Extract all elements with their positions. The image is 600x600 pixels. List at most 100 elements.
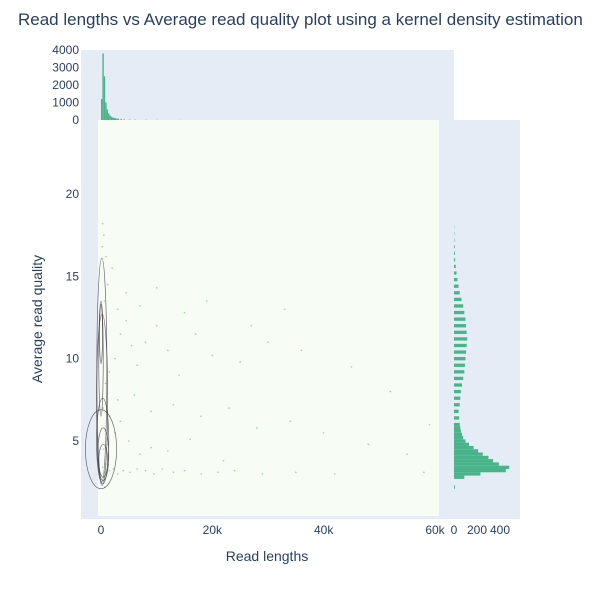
scatter-point — [239, 361, 241, 363]
scatter-point — [322, 431, 325, 434]
scatter-point — [367, 443, 370, 446]
scatter-point — [289, 420, 292, 423]
scatter-point — [183, 311, 186, 314]
right-histogram-bar — [454, 350, 467, 354]
right-histogram-bar — [454, 416, 460, 420]
scatter-point — [228, 407, 230, 409]
right-histogram-bar — [454, 485, 455, 489]
right-histogram-bar — [454, 445, 474, 450]
y-tick-label: 15 — [66, 269, 80, 283]
right-histogram-bar — [454, 468, 506, 473]
right-histogram-bar — [454, 426, 461, 430]
scatter-point — [211, 354, 214, 357]
scatter-point — [101, 466, 104, 469]
scatter-point — [200, 473, 202, 475]
right-histogram-bar — [454, 297, 462, 302]
top-histogram-bar — [123, 119, 125, 120]
right-histogram-bar — [454, 429, 461, 433]
scatter-point — [139, 453, 141, 455]
scatter-point — [136, 468, 138, 470]
scatter-point — [217, 471, 219, 474]
right-histogram-bar — [454, 357, 466, 361]
kde-contours — [85, 257, 117, 490]
scatter-point — [119, 420, 122, 423]
x-tick-label: 0 — [98, 523, 105, 537]
scatter-point — [256, 427, 258, 429]
right-histogram-bar — [454, 465, 510, 469]
right-histogram-bar — [454, 284, 459, 288]
right-histogram-bar — [454, 343, 467, 348]
scatter-point — [167, 349, 169, 352]
right-histogram-bar — [454, 370, 465, 374]
top-histogram-tick-label: 1000 — [52, 96, 79, 110]
right-histogram-bar — [454, 330, 467, 334]
scatter-point — [125, 292, 127, 294]
scatter-point — [334, 473, 336, 475]
right-histogram-bar — [454, 449, 479, 453]
x-axis-label: Read lengths — [226, 548, 309, 564]
top-histogram-bar — [103, 76, 106, 120]
top-histogram-bar — [120, 119, 122, 120]
scatter-point — [194, 333, 197, 335]
top-histogram-bar — [110, 116, 113, 120]
right-histogram-bar — [454, 432, 463, 437]
scatter-point — [133, 394, 136, 396]
kde-contour — [98, 300, 104, 417]
right-histogram-bar — [454, 409, 459, 414]
right-histogram-bar — [454, 383, 463, 387]
scatter-point — [189, 438, 191, 441]
scatter-point — [267, 341, 269, 344]
right-histogram-bar — [454, 389, 461, 394]
scatter-point — [167, 450, 169, 452]
y-tick-label: 20 — [66, 187, 80, 201]
right-histogram-bar — [454, 251, 455, 255]
scatter-point — [102, 448, 105, 451]
right-histogram-tick-label: 400 — [490, 523, 510, 537]
scatter-point — [150, 410, 152, 413]
y-tick-label: 5 — [72, 434, 79, 448]
right-histogram-bar — [454, 271, 457, 275]
x-tick-label: 40k — [314, 523, 334, 537]
chart-title: Read lengths vs Average read quality plo… — [18, 10, 583, 29]
scatter-point — [119, 333, 122, 335]
right-histogram-bar — [454, 291, 460, 295]
right-histogram-bar — [454, 317, 466, 321]
scatter-point — [102, 407, 105, 409]
top-histogram-bar — [109, 115, 111, 120]
right-histogram-bar — [454, 337, 468, 341]
right-histogram-bar — [454, 436, 464, 440]
top-histogram-bar — [102, 53, 104, 120]
top-histogram-bar — [113, 117, 115, 120]
scatter-point — [423, 471, 425, 474]
scatter-point — [128, 440, 130, 442]
right-histogram-ticks: 0 200 400 — [451, 523, 511, 537]
top-histogram-bar — [114, 118, 117, 120]
scatter-point — [300, 349, 303, 352]
top-histogram-tick-label: 4000 — [52, 43, 79, 57]
scatter-point — [205, 300, 208, 302]
scatter-point — [153, 473, 155, 475]
scatter-point — [106, 283, 109, 286]
right-histogram-bar — [454, 439, 466, 443]
scatter-point — [108, 371, 111, 373]
right-histogram-bar — [454, 245, 455, 249]
scatter-point — [125, 319, 127, 322]
top-histogram-bar — [106, 109, 108, 120]
kde-contour — [99, 303, 103, 364]
right-histogram-bar — [454, 442, 469, 446]
right-histogram-bar — [454, 422, 460, 427]
scatter-point — [144, 341, 147, 344]
right-histogram-bar — [454, 310, 465, 315]
scatter-point — [172, 403, 175, 406]
scatter-point — [161, 468, 164, 470]
scatter-point — [101, 245, 103, 248]
scatter-point — [261, 473, 264, 475]
scatter-point — [129, 471, 131, 474]
scatter-point — [428, 423, 431, 426]
scatter-point — [116, 399, 119, 401]
x-tick-label: 20k — [203, 523, 223, 537]
density-panel — [98, 120, 439, 516]
x-tick-label: 60k — [425, 523, 445, 537]
right-histogram-bar — [454, 403, 460, 407]
